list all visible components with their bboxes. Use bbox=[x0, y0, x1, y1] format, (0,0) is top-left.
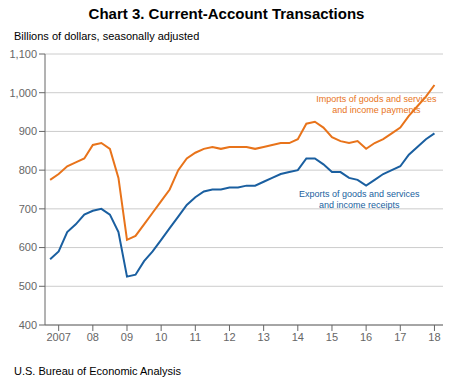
html-text:Billions of dollars, seasonall: Billions of dollars, seasonally adjusted bbox=[14, 30, 200, 42]
svg-text:12: 12 bbox=[223, 331, 235, 343]
svg-text:11: 11 bbox=[190, 331, 201, 343]
svg-text:18: 18 bbox=[428, 331, 440, 343]
svg-text:16: 16 bbox=[360, 331, 372, 343]
svg-text:600: 600 bbox=[19, 241, 37, 253]
svg-text:13: 13 bbox=[258, 331, 270, 343]
html-text:Chart 3. Current-Account Trans: Chart 3. Current-Account Transactions bbox=[88, 5, 365, 22]
svg-text:17: 17 bbox=[394, 331, 406, 343]
svg-text:Imports of goods and servicesa: Imports of goods and servicesand income … bbox=[316, 94, 437, 115]
svg-text:15: 15 bbox=[326, 331, 338, 343]
svg-text:900: 900 bbox=[19, 125, 37, 137]
svg-text:700: 700 bbox=[19, 203, 37, 215]
svg-text:10: 10 bbox=[155, 331, 167, 343]
svg-text:1,000: 1,000 bbox=[9, 87, 37, 99]
html-text:U.S. Bureau of Economic Analys: U.S. Bureau of Economic Analysis bbox=[14, 365, 181, 377]
svg-text:500: 500 bbox=[19, 280, 37, 292]
svg-text:08: 08 bbox=[87, 331, 99, 343]
svg-text:Exports of goods and servicesa: Exports of goods and servicesand income … bbox=[299, 189, 420, 210]
svg-text:800: 800 bbox=[19, 164, 37, 176]
svg-text:1,100: 1,100 bbox=[9, 48, 37, 60]
svg-text:400: 400 bbox=[19, 319, 37, 331]
svg-text:09: 09 bbox=[121, 331, 133, 343]
svg-text:2007: 2007 bbox=[46, 331, 70, 343]
svg-text:14: 14 bbox=[292, 331, 304, 343]
